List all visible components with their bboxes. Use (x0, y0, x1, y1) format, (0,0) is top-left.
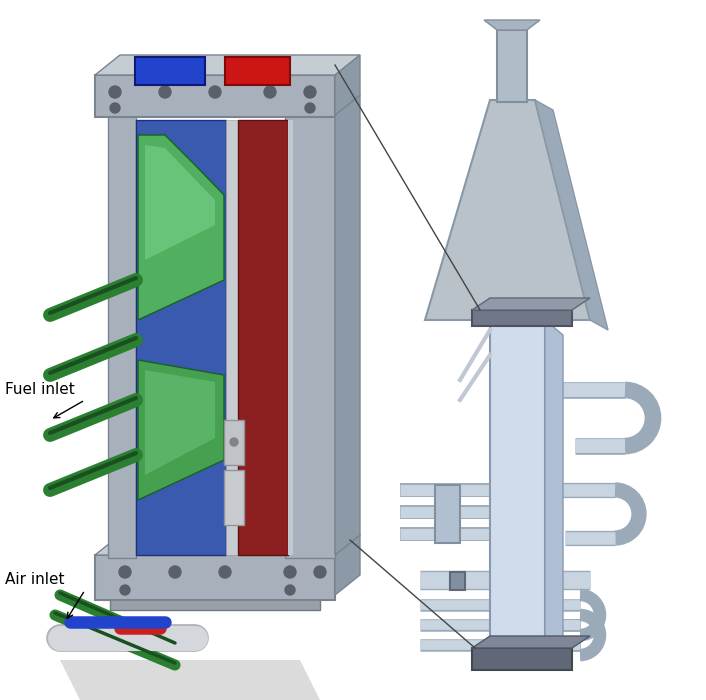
Circle shape (219, 566, 231, 578)
Bar (435, 485, 460, 543)
Bar (285, 115, 335, 558)
Polygon shape (484, 20, 540, 30)
Circle shape (264, 86, 276, 98)
Circle shape (285, 585, 295, 595)
Bar (472, 310, 572, 326)
Bar (226, 120, 238, 555)
Polygon shape (95, 55, 360, 75)
Bar (288, 120, 293, 555)
Bar (490, 320, 545, 660)
Polygon shape (138, 135, 224, 320)
Text: Air inlet: Air inlet (5, 573, 64, 587)
Circle shape (119, 566, 131, 578)
Polygon shape (425, 100, 590, 320)
Polygon shape (60, 660, 320, 700)
Bar (110, 595, 320, 610)
Bar (224, 420, 244, 465)
Circle shape (305, 103, 315, 113)
Polygon shape (535, 100, 608, 330)
Circle shape (109, 86, 121, 98)
Polygon shape (335, 95, 360, 555)
Bar (238, 120, 288, 555)
Circle shape (209, 86, 221, 98)
Circle shape (110, 103, 120, 113)
Bar (135, 57, 205, 85)
Polygon shape (95, 535, 360, 555)
Bar (95, 555, 335, 600)
Polygon shape (472, 636, 590, 648)
Circle shape (159, 86, 171, 98)
Circle shape (169, 566, 181, 578)
Polygon shape (145, 370, 215, 475)
Bar (136, 120, 226, 555)
Bar (95, 75, 335, 117)
Circle shape (284, 566, 296, 578)
Bar (108, 115, 136, 558)
Polygon shape (335, 535, 360, 595)
Polygon shape (545, 320, 563, 670)
Bar (450, 572, 465, 590)
Circle shape (314, 566, 326, 578)
Bar (472, 648, 572, 670)
Text: Fuel inlet: Fuel inlet (5, 382, 75, 398)
Circle shape (120, 585, 130, 595)
Polygon shape (138, 360, 224, 500)
Circle shape (230, 438, 238, 446)
Polygon shape (472, 298, 590, 310)
Bar (224, 470, 244, 525)
Polygon shape (145, 145, 215, 260)
Circle shape (304, 86, 316, 98)
Bar (225, 57, 290, 85)
Polygon shape (335, 55, 360, 115)
Bar (497, 30, 527, 102)
